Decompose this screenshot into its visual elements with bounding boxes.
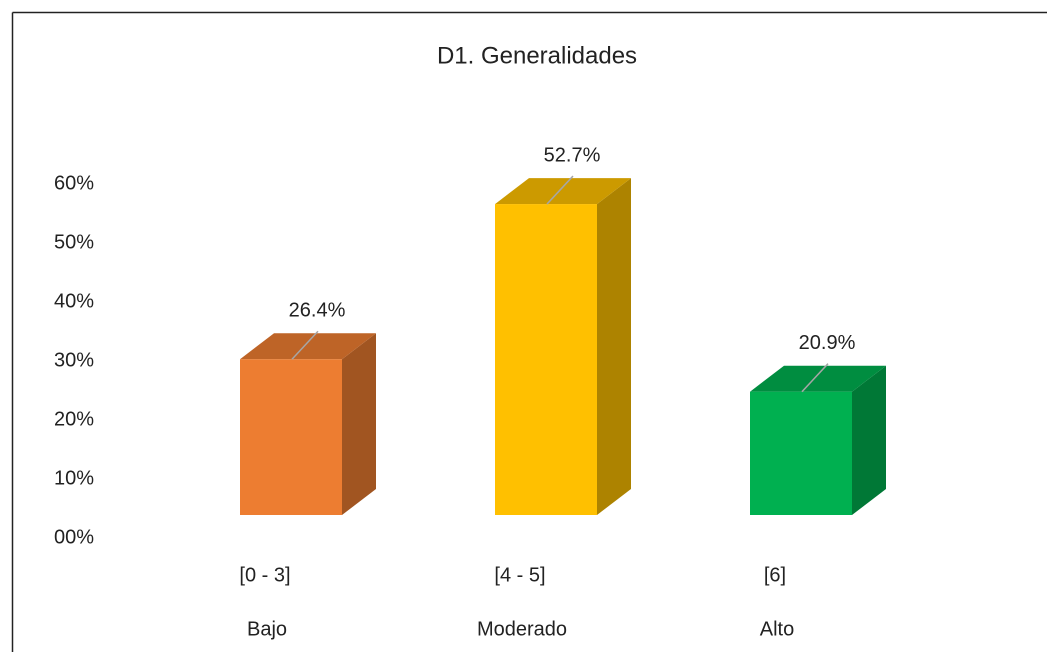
x-tick-label: [6] [764, 564, 786, 586]
x-category-label: Alto [760, 618, 794, 640]
bar [495, 204, 597, 515]
data-label: 52.7% [544, 144, 601, 166]
y-tick-label: 00% [54, 526, 94, 548]
x-tick-label: [0 - 3] [239, 564, 290, 586]
leader-line [291, 330, 319, 360]
bar [240, 359, 342, 515]
y-tick-label: 50% [54, 231, 94, 253]
bar-top [495, 178, 631, 205]
bar-top [750, 365, 886, 392]
y-tick-label: 10% [54, 467, 94, 489]
x-category-label: Bajo [247, 618, 287, 640]
y-tick-label: 60% [54, 172, 94, 194]
y-tick-label: 20% [54, 408, 94, 430]
y-tick-label: 30% [54, 349, 94, 371]
bar-side [342, 333, 376, 515]
bar-side [597, 178, 631, 515]
y-tick-label: 40% [54, 290, 94, 312]
leader-line [546, 175, 574, 205]
x-tick-label: [4 - 5] [494, 564, 545, 586]
data-label: 20.9% [799, 332, 856, 354]
data-label: 26.4% [289, 300, 346, 322]
x-category-label: Moderado [477, 618, 567, 640]
bar-top [240, 333, 376, 360]
bar-side [852, 365, 886, 515]
chart-title: D1. Generalidades [437, 42, 637, 69]
bar [750, 391, 852, 515]
leader-line [801, 363, 829, 393]
